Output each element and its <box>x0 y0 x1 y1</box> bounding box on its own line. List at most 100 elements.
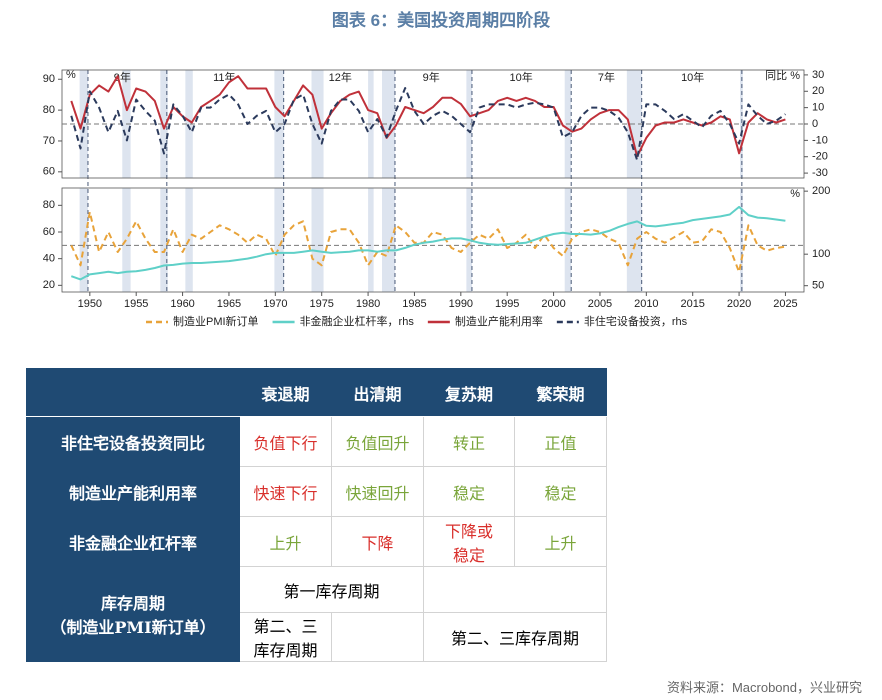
series-line <box>70 75 786 158</box>
table-row: 非住宅设备投资同比 负值下行 负值回升 转正 正值 <box>26 416 607 467</box>
recession-band <box>564 188 572 292</box>
series-line <box>70 211 786 273</box>
y2-tick-label: 100 <box>812 248 830 260</box>
recession-band <box>79 70 88 178</box>
y2-tick-label: 50 <box>812 280 824 292</box>
recession-band <box>79 188 88 292</box>
x-tick-label: 2020 <box>727 298 751 310</box>
y-tick-label: 70 <box>43 135 55 147</box>
x-tick-label: 2005 <box>588 298 612 310</box>
row-label: 库存周期 （制造业PMI新订单） <box>26 566 240 662</box>
recession-band <box>160 188 168 292</box>
table-row: 非金融企业杠杆率 上升 下降 下降或稳定 上升 <box>26 516 607 567</box>
cell: 正值 <box>514 416 607 467</box>
y-tick-label: 40 <box>43 253 55 265</box>
y-tick-label: 90 <box>43 73 55 85</box>
chart: 9年 11年 12年 9年 10年 7年 10年60708090-30-20-1001020… <box>43 69 831 328</box>
table-row: 制造业产能利用率 快速下行 快速回升 稳定 稳定 <box>26 466 607 517</box>
table-corner <box>26 368 240 417</box>
cell: 下降 <box>331 516 424 567</box>
x-tick-label: 1975 <box>309 298 333 310</box>
cell: 上升 <box>514 516 607 567</box>
cell: 第一库存周期 <box>239 566 424 613</box>
legend-label: 制造业产能利用率 <box>455 314 543 328</box>
cycle-label: 10年 <box>681 70 704 84</box>
recession-band <box>626 188 642 292</box>
recession-band <box>368 188 374 292</box>
x-tick-label: 1955 <box>124 298 148 310</box>
recession-band <box>122 188 131 292</box>
recession-band <box>466 70 472 178</box>
series-line <box>70 87 786 161</box>
cell: 负值回升 <box>331 416 424 467</box>
cycle-label: 11年 <box>213 70 235 84</box>
row-label-sub: （制造业PMI新订单） <box>50 618 216 637</box>
cell <box>423 566 607 613</box>
column-header: 繁荣期 <box>514 368 607 417</box>
cell: 第二、三库存周期 <box>239 612 332 662</box>
y-tick-label: 60 <box>43 166 55 178</box>
y-axis-label: % <box>66 69 76 81</box>
x-tick-label: 1990 <box>449 298 473 310</box>
cell: 转正 <box>423 416 515 467</box>
cell: 快速下行 <box>239 466 332 517</box>
x-tick-label: 1970 <box>263 298 287 310</box>
y-tick-label: 80 <box>43 199 55 211</box>
row-label: 制造业产能利用率 <box>26 466 240 517</box>
cycle-label: 7年 <box>598 70 615 84</box>
cell: 下降或稳定 <box>423 516 515 567</box>
cell <box>331 612 424 662</box>
table-header-row: 衰退期 出清期 复苏期 繁荣期 <box>26 368 607 417</box>
x-tick-label: 1950 <box>78 298 102 310</box>
page-title: 图表 6：美国投资周期四阶段 <box>331 11 551 30</box>
column-header: 复苏期 <box>423 368 515 417</box>
column-header: 衰退期 <box>239 368 332 417</box>
table-row: 库存周期 （制造业PMI新订单） 第一库存周期 <box>26 566 607 662</box>
row-label: 非金融企业杠杆率 <box>26 516 240 567</box>
recession-band <box>274 188 284 292</box>
x-tick-label: 1985 <box>402 298 426 310</box>
plot-frame <box>61 187 805 293</box>
x-tick-label: 2025 <box>773 298 797 310</box>
x-tick-label: 1960 <box>170 298 194 310</box>
x-tick-label: 2015 <box>680 298 704 310</box>
cycle-label: 10年 <box>509 70 532 84</box>
table-row: 第二、三库存周期 第二、三库存周期 <box>27 612 607 662</box>
cell: 稳定 <box>514 466 607 517</box>
y2-tick-label: -30 <box>812 167 828 179</box>
cycle-label: 9年 <box>423 70 440 84</box>
y2-tick-label: 200 <box>812 185 830 197</box>
cell: 稳定 <box>423 466 515 517</box>
x-tick-label: 1980 <box>356 298 380 310</box>
row-label-main: 库存周期 <box>100 594 165 613</box>
y-tick-label: 80 <box>43 104 55 116</box>
x-tick-label: 1995 <box>495 298 519 310</box>
recession-band <box>311 70 324 178</box>
recession-band <box>381 70 395 178</box>
x-tick-label: 1965 <box>217 298 241 310</box>
recession-band <box>740 70 743 178</box>
cycle-label: 12年 <box>329 70 352 84</box>
phase-table: 衰退期 出清期 复苏期 繁荣期 非住宅设备投资同比 负值下行 负值回升 转正 正… <box>26 368 607 662</box>
recession-band <box>160 70 168 178</box>
y-tick-label: 60 <box>43 226 55 238</box>
series-line <box>70 205 786 281</box>
row-label: 非住宅设备投资同比 <box>26 416 240 467</box>
column-header: 出清期 <box>331 368 424 417</box>
cell: 第二、三库存周期 <box>423 612 607 662</box>
cell: 上升 <box>239 516 332 567</box>
legend-label: 非金融企业杠杆率，rhs <box>300 314 415 328</box>
recession-band <box>311 188 324 292</box>
legend-label: 非住宅设备投资，rhs <box>584 314 688 328</box>
x-tick-label: 2000 <box>541 298 565 310</box>
x-tick-label: 2010 <box>634 298 658 310</box>
recession-band <box>381 188 395 292</box>
y2-tick-label: 20 <box>812 85 824 97</box>
recession-band <box>185 70 193 178</box>
legend-label: 制造业PMI新订单 <box>173 314 259 328</box>
y-tick-label: 20 <box>43 279 55 291</box>
y2-axis-label: 同比 % <box>765 69 800 82</box>
y2-tick-label: 30 <box>812 69 824 81</box>
cell: 负值下行 <box>239 416 332 467</box>
